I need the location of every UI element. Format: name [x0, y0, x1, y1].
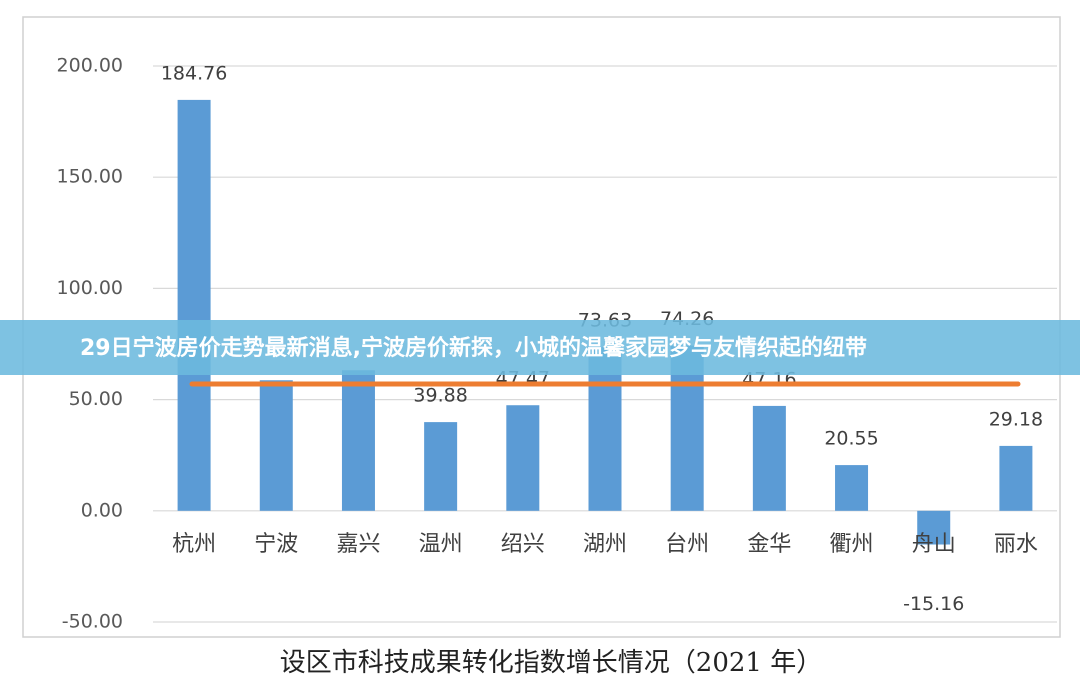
x-tick-label: 宁波: [254, 532, 298, 557]
banner-text: 29日宁波房价走势最新消息,宁波房价新探，小城的温馨家园梦与友情织起的纽带: [80, 335, 867, 361]
x-tick-label: 台州: [665, 532, 709, 557]
x-tick-label: 湖州: [583, 532, 627, 557]
bar: [177, 99, 211, 511]
x-tick-label: 温州: [419, 532, 463, 557]
data-label: 39.88: [413, 385, 467, 407]
y-tick-label: 200.00: [57, 55, 123, 77]
data-label: 20.55: [824, 428, 878, 450]
data-label: -15.16: [903, 593, 964, 615]
bar: [835, 465, 869, 511]
x-tick-label: 杭州: [172, 532, 216, 557]
chart-title: 设区市科技成果转化指数增长情况（2021 年）: [280, 648, 822, 678]
bar: [752, 405, 786, 511]
data-label: 184.76: [161, 62, 227, 84]
bar: [999, 445, 1033, 511]
y-tick-label: 150.00: [57, 166, 123, 188]
bar: [506, 405, 540, 511]
x-tick-label: 舟山: [912, 532, 956, 557]
bar: [917, 510, 951, 545]
bar: [341, 370, 375, 511]
x-tick-label: 丽水: [994, 532, 1038, 557]
x-tick-label: 绍兴: [501, 532, 545, 557]
plot-area: -50.00 0.00 50.00 100.00 150.00 200.00 杭州 184.7…: [57, 55, 1057, 633]
bar: [424, 422, 458, 511]
data-label: 29.18: [989, 408, 1043, 430]
bar: [259, 380, 293, 511]
x-tick-label: 衢州: [830, 532, 874, 557]
y-tick-label: 100.00: [57, 277, 123, 299]
y-tick-label: -50.00: [62, 611, 123, 633]
x-tick-label: 嘉兴: [336, 532, 380, 557]
banner-background: [0, 320, 1080, 375]
y-tick-label: 0.00: [81, 499, 123, 521]
x-tick-label: 金华: [747, 532, 791, 557]
y-tick-label: 50.00: [69, 388, 123, 410]
